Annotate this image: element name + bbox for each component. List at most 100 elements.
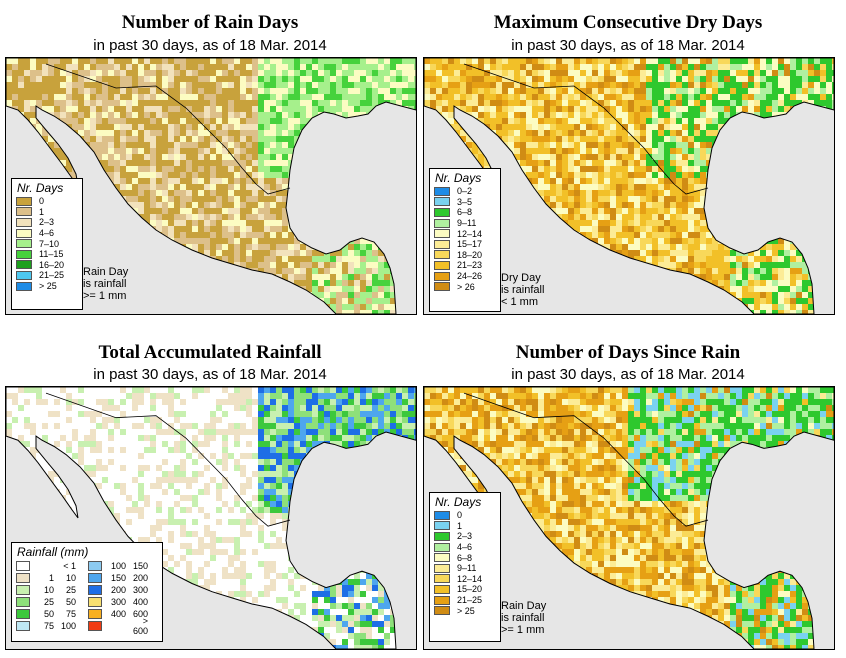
legend-label: 0 (39, 196, 45, 207)
legend-swatch (434, 197, 450, 207)
legend-row: 3–5 (430, 197, 500, 208)
legend-swatch (88, 609, 102, 619)
legend-swatch (16, 573, 30, 583)
legend-label: > 25 (457, 605, 475, 616)
legend-swatch (434, 260, 450, 270)
legend-range-from: 1 (48, 573, 54, 583)
legend-label: 1 (457, 520, 463, 531)
legend-label: 21–23 (457, 260, 483, 271)
legend-row: 1 (12, 207, 82, 218)
legend-swatch (434, 271, 450, 281)
legend-row: 9–11 (430, 218, 500, 229)
legend-row: 0 (430, 510, 500, 521)
panel-rain-days: Number of Rain Days in past 30 days, as … (5, 0, 417, 320)
legend-row: 6–8 (430, 207, 500, 218)
legend-row: > 25 (12, 281, 82, 292)
legend-swatch (434, 521, 450, 531)
legend-row: 21–25 (12, 270, 82, 281)
map-rain-days (5, 57, 417, 315)
legend-swatch (16, 281, 32, 291)
legend-label: 9–11 (457, 563, 477, 574)
legend-row: 4–6 (12, 228, 82, 239)
legend-swatch (88, 585, 102, 595)
legend-range-to: 10 (65, 573, 76, 583)
legend-range-from: 150 (110, 573, 126, 583)
legend-swatch (434, 229, 450, 239)
legend-swatch (16, 228, 32, 238)
legend-row: 7–10 (12, 238, 82, 249)
legend-label: > 26 (457, 281, 475, 292)
legend-row: 2–3 (12, 217, 82, 228)
note-line: < 1 mm (501, 296, 538, 308)
coastline (6, 58, 416, 314)
legend-range-from: 25 (43, 597, 54, 607)
legend-swatch (16, 249, 32, 259)
legend-row: 18–20 (430, 250, 500, 261)
note-line: is rainfall (83, 278, 127, 290)
legend-row: 0 (12, 196, 82, 207)
legend-range-to: 75 (65, 609, 76, 619)
legend-swatch (434, 250, 450, 260)
legend-range-to: 100 (60, 621, 76, 631)
legend-swatch (88, 621, 102, 631)
legend-range-from: 10 (43, 585, 54, 595)
legend-row: 15–20 (430, 584, 500, 595)
legend-row: 75 100 (16, 620, 86, 632)
legend-row: 16–20 (12, 260, 82, 271)
legend-label: 3–5 (457, 196, 473, 207)
legend-row: < 1 (16, 560, 86, 572)
legend-label: 24–26 (457, 271, 483, 282)
legend-title: Nr. Days (435, 495, 482, 509)
legend-swatch (16, 270, 32, 280)
legend-range-to: 150 (132, 561, 148, 571)
panel-max-dry-days: Maximum Consecutive Dry Days in past 30 … (423, 0, 835, 320)
legend-label: 12–14 (457, 228, 483, 239)
legend-row: 11–15 (12, 249, 82, 260)
legend-swatch (434, 595, 450, 605)
legend-row: 100 150 (88, 560, 158, 572)
note-line: >= 1 mm (501, 624, 545, 636)
legend-swatch (434, 584, 450, 594)
legend-swatch (88, 561, 102, 571)
legend-swatch (434, 218, 450, 228)
panel-subtitle: in past 30 days, as of 18 Mar. 2014 (511, 366, 745, 383)
legend-label: 12–14 (457, 573, 483, 584)
panel-title: Maximum Consecutive Dry Days (493, 12, 763, 33)
legend-note: Rain Day is rainfall >= 1 mm (83, 266, 128, 302)
legend-swatch (434, 542, 450, 552)
legend-range-to: 400 (132, 597, 148, 607)
legend-swatch (434, 207, 450, 217)
legend-label: 16–20 (39, 259, 65, 270)
legend-range-from: 400 (110, 609, 126, 619)
legend-swatch (434, 574, 450, 584)
legend-row: 2–3 (430, 531, 500, 542)
legend-items: 0 1 2–3 4–6 6–8 9–11 12–14 15–20 21–25 > 25 (430, 510, 500, 616)
legend: Nr. Days 0 1 2–3 4–6 7–10 11–15 16–20 21–25 > 25 (11, 178, 83, 310)
legend-swatch (16, 621, 30, 631)
legend: Nr. Days 0–2 3–5 6–8 9–11 12–14 15–17 18–20 21–… (429, 168, 501, 312)
legend-row: 0–2 (430, 186, 500, 197)
legend-note: Dry Day is rainfall < 1 mm (501, 272, 544, 308)
legend-label: 6–8 (457, 552, 473, 563)
legend-label: 0 (457, 510, 463, 521)
legend-row: 10 25 (16, 584, 86, 596)
legend-swatch (16, 561, 30, 571)
coastline (424, 387, 834, 649)
legend-swatch (434, 282, 450, 292)
legend-row: 4–6 (430, 542, 500, 553)
legend-swatch (16, 585, 30, 595)
legend-swatch (434, 606, 450, 616)
legend-label: > 25 (39, 281, 57, 292)
legend-range-to: 600 (132, 609, 148, 619)
legend-range-to: < 1 (63, 561, 76, 571)
legend-items: 0 1 2–3 4–6 7–10 11–15 16–20 21–25 > 25 (12, 196, 82, 291)
map-canvas (6, 58, 416, 314)
legend-label: 15–17 (457, 239, 483, 250)
legend-swatch (16, 260, 32, 270)
legend-row: 1 (430, 521, 500, 532)
legend-row: 12–14 (430, 574, 500, 585)
legend-swatch (434, 510, 450, 520)
legend-swatch (16, 217, 32, 227)
legend-title: Nr. Days (435, 171, 482, 185)
legend-range-from: 75 (43, 621, 54, 631)
